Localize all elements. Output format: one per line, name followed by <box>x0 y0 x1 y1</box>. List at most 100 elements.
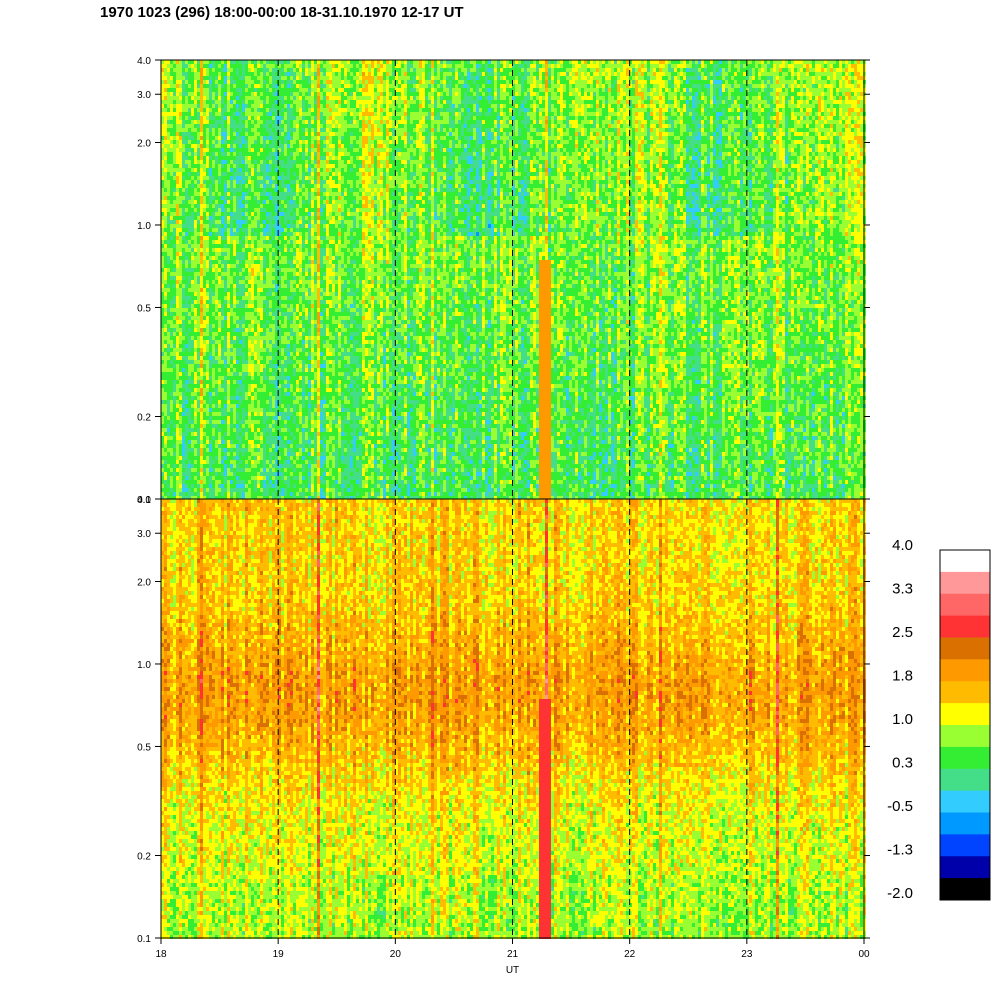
heatmap-cell <box>167 180 170 184</box>
heatmap-cell <box>182 300 185 304</box>
heatmap-cell <box>176 296 179 300</box>
heatmap-cell <box>179 96 182 100</box>
heatmap-cell <box>173 424 176 428</box>
heatmap-cell <box>239 468 242 472</box>
heatmap-cell <box>227 360 230 364</box>
heatmap-cell <box>191 160 194 164</box>
heatmap-cell <box>230 272 233 276</box>
heatmap-cell <box>170 184 173 188</box>
heatmap-cell <box>242 280 245 284</box>
heatmap-cell <box>212 328 215 332</box>
heatmap-cell <box>173 148 176 152</box>
heatmap-cell <box>167 176 170 180</box>
heatmap-cell <box>167 312 170 316</box>
heatmap-cell <box>179 484 182 488</box>
heatmap-cell <box>224 336 227 340</box>
heatmap-cell <box>239 240 242 244</box>
heatmap-cell <box>185 380 188 384</box>
heatmap-cell <box>179 292 182 296</box>
heatmap-cell <box>191 476 194 480</box>
heatmap-cell <box>242 480 245 484</box>
heatmap-cell <box>182 416 185 420</box>
heatmap-cell <box>182 424 185 428</box>
heatmap-cell <box>191 348 194 352</box>
heatmap-cell <box>197 224 200 228</box>
heatmap-cell <box>200 344 203 348</box>
heatmap-cell <box>209 364 212 368</box>
heatmap-cell <box>218 416 221 420</box>
heatmap-cell <box>242 284 245 288</box>
heatmap-cell <box>206 428 209 432</box>
heatmap-cell <box>200 360 203 364</box>
heatmap-cell <box>218 216 221 220</box>
heatmap-cell <box>197 336 200 340</box>
heatmap-cell <box>224 452 227 456</box>
heatmap-cell <box>233 384 236 388</box>
heatmap-cell <box>191 372 194 376</box>
heatmap-cell <box>176 256 179 260</box>
heatmap-cell <box>200 376 203 380</box>
heatmap-cell <box>239 420 242 424</box>
heatmap-cell <box>176 112 179 116</box>
heatmap-cell <box>170 432 173 436</box>
heatmap-cell <box>212 156 215 160</box>
heatmap-cell <box>233 396 236 400</box>
heatmap-cell <box>194 312 197 316</box>
heatmap-cell <box>188 476 191 480</box>
heatmap-cell <box>200 72 203 76</box>
heatmap-cell <box>176 408 179 412</box>
heatmap-cell <box>239 268 242 272</box>
heatmap-cell <box>236 172 239 176</box>
heatmap-cell <box>206 412 209 416</box>
heatmap-cell <box>239 376 242 380</box>
heatmap-cell <box>179 364 182 368</box>
heatmap-cell <box>227 144 230 148</box>
heatmap-cell <box>167 272 170 276</box>
heatmap-cell <box>170 100 173 104</box>
heatmap-cell <box>185 436 188 440</box>
heatmap-cell <box>185 444 188 448</box>
heatmap-cell <box>218 280 221 284</box>
heatmap-cell <box>170 464 173 468</box>
heatmap-cell <box>206 212 209 216</box>
heatmap-cell <box>221 440 224 444</box>
heatmap-cell <box>167 304 170 308</box>
heatmap-cell <box>197 272 200 276</box>
heatmap-cell <box>182 280 185 284</box>
heatmap-cell <box>230 344 233 348</box>
heatmap-cell <box>188 248 191 252</box>
heatmap-cell <box>215 148 218 152</box>
heatmap-cell <box>233 120 236 124</box>
heatmap-cell <box>218 472 221 476</box>
heatmap-cell <box>206 68 209 72</box>
heatmap-cell <box>242 392 245 396</box>
heatmap-cell <box>212 336 215 340</box>
heatmap-cell <box>212 148 215 152</box>
heatmap-cell <box>188 108 191 112</box>
heatmap-cell <box>236 88 239 92</box>
heatmap-cell <box>197 444 200 448</box>
heatmap-cell <box>164 284 167 288</box>
heatmap-cell <box>218 64 221 68</box>
heatmap-cell <box>170 144 173 148</box>
heatmap-cell <box>197 404 200 408</box>
heatmap-cell <box>164 136 167 140</box>
heatmap-cell <box>176 352 179 356</box>
heatmap-cell <box>218 188 221 192</box>
heatmap-cell <box>218 376 221 380</box>
heatmap-cell <box>221 424 224 428</box>
heatmap-cell <box>191 132 194 136</box>
heatmap-cell <box>203 324 206 328</box>
heatmap-cell <box>242 332 245 336</box>
heatmap-cell <box>236 248 239 252</box>
heatmap-cell <box>218 204 221 208</box>
heatmap-cell <box>194 424 197 428</box>
heatmap-cell <box>242 160 245 164</box>
heatmap-cell <box>173 452 176 456</box>
heatmap-cell <box>164 348 167 352</box>
heatmap-cell <box>173 332 176 336</box>
heatmap-cell <box>236 272 239 276</box>
heatmap-cell <box>245 408 248 412</box>
heatmap-cell <box>170 488 173 492</box>
heatmap-cell <box>215 472 218 476</box>
